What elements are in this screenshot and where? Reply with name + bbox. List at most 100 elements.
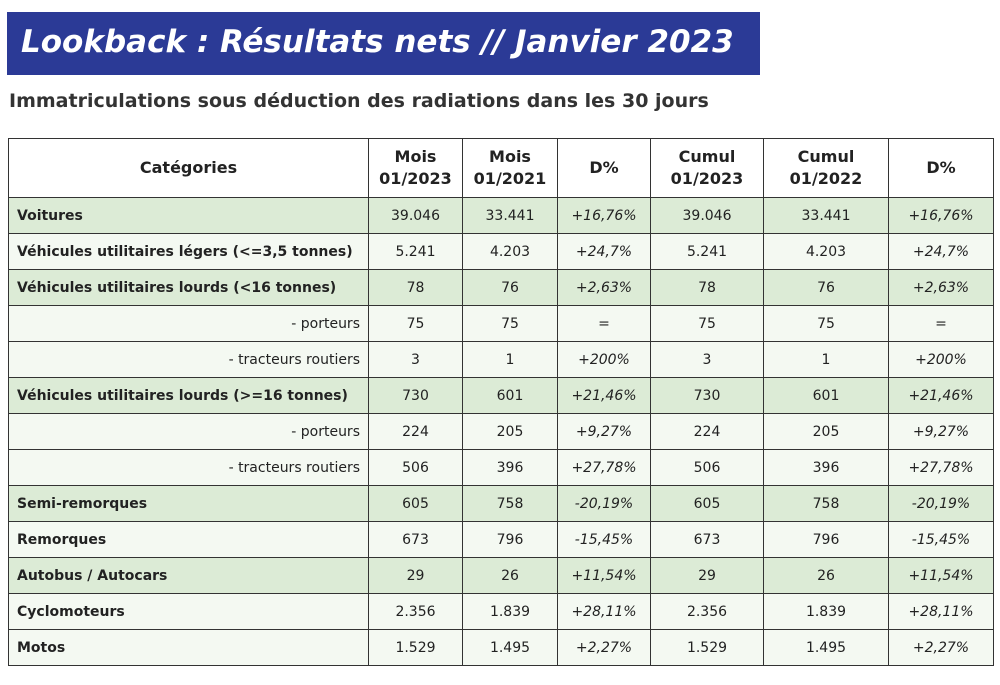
header-line: Cumul — [678, 147, 736, 166]
table-row: - porteurs 75 75 = 75 75 = — [8, 305, 994, 342]
header-line: 01/2021 — [473, 169, 547, 188]
value-cell: 29 — [368, 557, 463, 594]
value-cell: 1.529 — [650, 629, 764, 666]
category-cell: - porteurs — [8, 413, 369, 450]
percent-cell: +21,46% — [888, 377, 994, 414]
percent-cell: +28,11% — [888, 593, 994, 630]
value-cell: 4.203 — [462, 233, 558, 270]
column-header: Catégories — [8, 138, 369, 198]
value-cell: 1.495 — [763, 629, 889, 666]
category-cell: Semi-remorques — [8, 485, 369, 522]
value-cell: 26 — [462, 557, 558, 594]
table-row: Semi-remorques 605 758 -20,19% 605 758 -20,19% — [8, 485, 994, 522]
value-cell: 4.203 — [763, 233, 889, 270]
category-cell: Véhicules utilitaires légers (<=3,5 tonn… — [8, 233, 369, 270]
title-banner: Lookback : Résultats nets // Janvier 202… — [7, 12, 760, 75]
value-cell: 396 — [763, 449, 889, 486]
percent-cell: +2,63% — [557, 269, 651, 306]
category-cell: Motos — [8, 629, 369, 666]
percent-cell: +11,54% — [557, 557, 651, 594]
table-row: Cyclomoteurs 2.356 1.839 +28,11% 2.356 1.839 +… — [8, 593, 994, 630]
column-header: D% — [888, 138, 994, 198]
percent-cell: +16,76% — [888, 197, 994, 234]
value-cell: 75 — [368, 305, 463, 342]
header-line: 01/2022 — [789, 169, 863, 188]
percent-cell: +28,11% — [557, 593, 651, 630]
value-cell: 601 — [763, 377, 889, 414]
value-cell: 5.241 — [650, 233, 764, 270]
percent-cell: +200% — [888, 341, 994, 378]
category-cell: Véhicules utilitaires lourds (>=16 tonne… — [8, 377, 369, 414]
table-row: Véhicules utilitaires lourds (>=16 tonne… — [8, 377, 994, 414]
category-cell: Véhicules utilitaires lourds (<16 tonnes… — [8, 269, 369, 306]
value-cell: 224 — [650, 413, 764, 450]
value-cell: 76 — [462, 269, 558, 306]
value-cell: 205 — [763, 413, 889, 450]
value-cell: 26 — [763, 557, 889, 594]
value-cell: 758 — [462, 485, 558, 522]
value-cell: 224 — [368, 413, 463, 450]
header-line: 01/2023 — [379, 169, 452, 188]
column-header: Cumul 01/2022 — [763, 138, 889, 198]
value-cell: 601 — [462, 377, 558, 414]
value-cell: 1 — [462, 341, 558, 378]
value-cell: 205 — [462, 413, 558, 450]
percent-cell: +27,78% — [557, 449, 651, 486]
category-cell: Remorques — [8, 521, 369, 558]
header-line: D% — [589, 158, 619, 177]
category-cell: - tracteurs routiers — [8, 449, 369, 486]
value-cell: 78 — [650, 269, 764, 306]
category-cell: Voitures — [8, 197, 369, 234]
category-cell: Autobus / Autocars — [8, 557, 369, 594]
percent-cell: +24,7% — [557, 233, 651, 270]
value-cell: 75 — [650, 305, 764, 342]
percent-cell: +9,27% — [557, 413, 651, 450]
value-cell: 33.441 — [763, 197, 889, 234]
table-row: Véhicules utilitaires légers (<=3,5 tonn… — [8, 233, 994, 270]
header-line: Mois — [489, 147, 531, 166]
percent-cell: +16,76% — [557, 197, 651, 234]
value-cell: 3 — [368, 341, 463, 378]
table-row: Voitures 39.046 33.441 +16,76% 39.046 33.441 +… — [8, 197, 994, 234]
title: Lookback : Résultats nets // Janvier 202… — [21, 24, 734, 60]
header-line: Catégories — [139, 158, 238, 177]
value-cell: 1.839 — [763, 593, 889, 630]
percent-cell: +27,78% — [888, 449, 994, 486]
table-row: Véhicules utilitaires lourds (<16 tonnes… — [8, 269, 994, 306]
value-cell: 396 — [462, 449, 558, 486]
value-cell: 39.046 — [650, 197, 764, 234]
category-cell: - tracteurs routiers — [8, 341, 369, 378]
header-line: Cumul — [797, 147, 855, 166]
column-header: Mois 01/2021 — [462, 138, 558, 198]
value-cell: 730 — [650, 377, 764, 414]
table-row: Motos 1.529 1.495 +2,27% 1.529 1.495 +2,27% — [8, 629, 994, 666]
column-header: Mois 01/2023 — [368, 138, 463, 198]
value-cell: 673 — [368, 521, 463, 558]
percent-cell: +2,27% — [888, 629, 994, 666]
percent-cell: +2,63% — [888, 269, 994, 306]
table-row: Autobus / Autocars 29 26 +11,54% 29 26 +11,54% — [8, 557, 994, 594]
value-cell: 506 — [650, 449, 764, 486]
percent-cell: -15,45% — [557, 521, 651, 558]
category-cell: - porteurs — [8, 305, 369, 342]
value-cell: 605 — [650, 485, 764, 522]
percent-cell: = — [888, 305, 994, 342]
value-cell: 1.495 — [462, 629, 558, 666]
percent-cell: +9,27% — [888, 413, 994, 450]
value-cell: 796 — [763, 521, 889, 558]
value-cell: 39.046 — [368, 197, 463, 234]
category-cell: Cyclomoteurs — [8, 593, 369, 630]
percent-cell: +11,54% — [888, 557, 994, 594]
value-cell: 76 — [763, 269, 889, 306]
value-cell: 1.529 — [368, 629, 463, 666]
value-cell: 33.441 — [462, 197, 558, 234]
percent-cell: -20,19% — [888, 485, 994, 522]
value-cell: 758 — [763, 485, 889, 522]
header-line: 01/2023 — [670, 169, 744, 188]
percent-cell: = — [557, 305, 651, 342]
percent-cell: +21,46% — [557, 377, 651, 414]
value-cell: 78 — [368, 269, 463, 306]
value-cell: 1.839 — [462, 593, 558, 630]
table-row: - tracteurs routiers 506 396 +27,78% 506 396 +… — [8, 449, 994, 486]
header-line: Mois — [394, 147, 437, 166]
